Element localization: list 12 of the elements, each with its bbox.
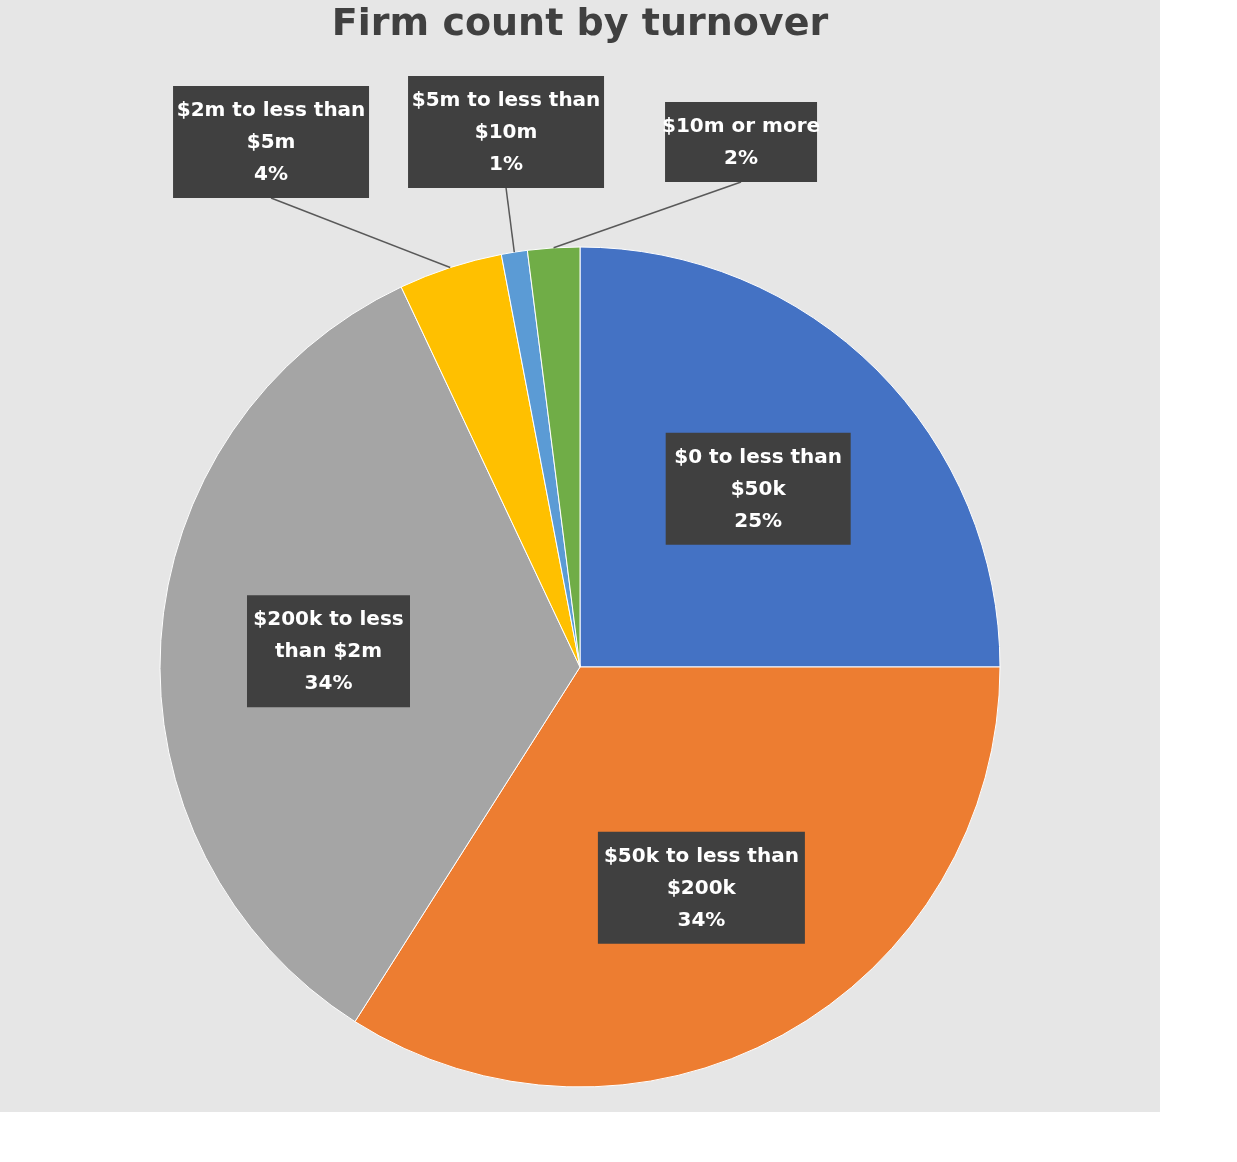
data-label: 4%	[254, 161, 289, 185]
data-label: 34%	[304, 670, 353, 695]
slice-label: $200k to less than $2m	[253, 606, 404, 663]
slice-label: $2m to less than $5m	[176, 97, 366, 153]
data-label: 25%	[734, 507, 783, 532]
slice-label: $50k to less than $200k	[603, 842, 799, 899]
slice-label: $5m to less than $10m	[411, 87, 601, 143]
chart-title: Firm count by turnover	[331, 0, 829, 44]
data-label: 2%	[724, 145, 759, 169]
slice-label: $0 to less than $50k	[674, 443, 843, 500]
data-label: 1%	[489, 151, 524, 175]
data-label: 34%	[677, 906, 726, 931]
